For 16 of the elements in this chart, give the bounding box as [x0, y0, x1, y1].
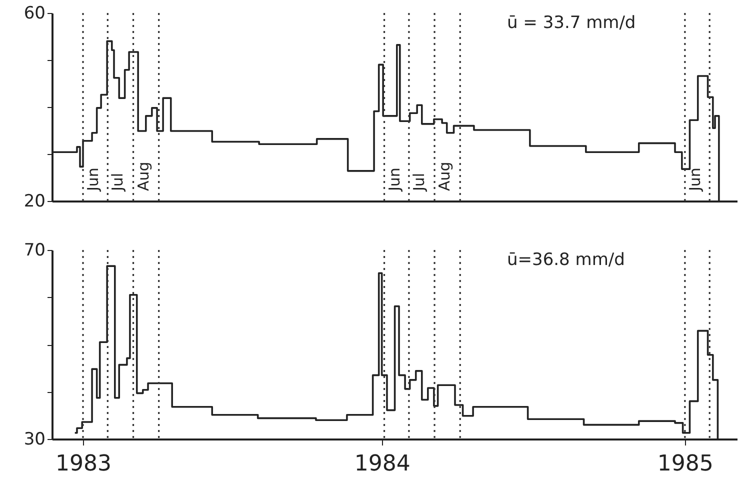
annotation: ū = 33.7 mm/d [507, 13, 636, 33]
y-tick-label: 60 [24, 4, 46, 24]
y-tick-label: 30 [24, 430, 46, 450]
y-tick-label: 70 [24, 240, 46, 260]
ref-line-label: Aug [436, 162, 454, 191]
ref-line-label: Aug [134, 162, 152, 191]
x-tick-label: 1983 [56, 452, 112, 476]
x-tick-label: 1985 [657, 452, 714, 476]
x-tick-label: 1984 [354, 452, 410, 476]
ref-line-label: Jun [686, 168, 704, 192]
ref-line-label: Jul [108, 172, 127, 192]
annotation: ū=36.8 mm/d [507, 250, 625, 270]
ref-line-label: Jun [84, 168, 102, 192]
ref-line-label: Jun [385, 168, 404, 192]
ref-line-label: Jul [410, 172, 428, 192]
y-tick-label: 20 [24, 192, 46, 212]
